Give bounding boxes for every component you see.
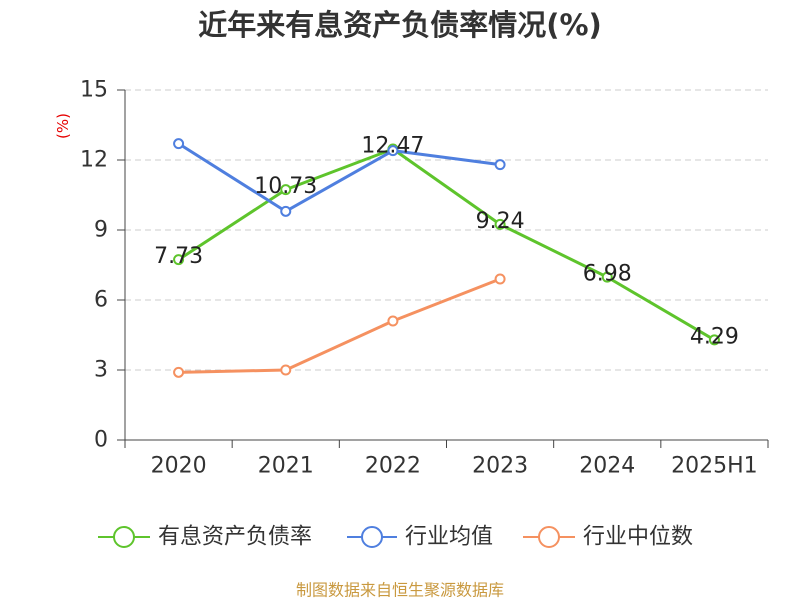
- source-note: 制图数据来自恒生聚源数据库: [296, 581, 504, 600]
- legend: 有息资产负债率 行业均值 行业中位数: [98, 525, 693, 550]
- x-tick-label: 2022: [365, 454, 421, 479]
- series-1-point-2025H1: [708, 334, 720, 346]
- legend-label: 有息资产负债率: [158, 525, 312, 550]
- series: [173, 138, 720, 378]
- data-label-2022: 12.47: [361, 134, 424, 159]
- series-3-point-2023: [494, 273, 506, 285]
- data-label-2024: 6.98: [583, 262, 632, 287]
- series-1-point-2020: [173, 254, 185, 266]
- y-tick-label: 15: [80, 78, 108, 103]
- y-tick-label: 9: [94, 218, 108, 243]
- chart-title: 近年来有息资产负债率情况(%): [198, 8, 602, 42]
- y-tick-label: 6: [94, 288, 108, 313]
- axes: 0 3 6 9 12 15 2020 2021 2022 2023 2024 2025H1: [80, 78, 769, 479]
- data-label-2023: 9.24: [476, 209, 525, 234]
- data-label-2025H1: 4.29: [690, 324, 739, 349]
- x-tick-label: 2024: [579, 454, 635, 479]
- legend-circle-icon: [538, 526, 560, 548]
- legend-item-industry-median[interactable]: 行业中位数: [523, 525, 693, 550]
- series-1-point-2021: [280, 184, 292, 196]
- x-tick-label: 2021: [258, 454, 314, 479]
- legend-item-interest-bearing-debt-ratio[interactable]: 有息资产负债率: [98, 525, 312, 550]
- data-label-2020: 7.73: [154, 244, 203, 269]
- series-2-point-2021: [280, 205, 292, 217]
- x-tick-label: 2023: [472, 454, 528, 479]
- legend-circle-icon: [361, 526, 383, 548]
- y-tick-label: 0: [94, 428, 108, 453]
- y-axis-label: (%): [54, 113, 72, 139]
- x-tick-label: 2020: [151, 454, 207, 479]
- series-2-point-2022: [387, 145, 399, 157]
- legend-circle-icon: [113, 526, 135, 548]
- series-2-line: [177, 142, 502, 213]
- legend-item-industry-average[interactable]: 行业均值: [347, 525, 493, 550]
- series-3-line: [177, 277, 502, 374]
- y-tick-label: 3: [94, 358, 108, 383]
- series-2-point-2020: [173, 138, 185, 150]
- series-3-point-2021: [280, 364, 292, 376]
- series-2-point-2023: [494, 159, 506, 171]
- y-tick-label: 12: [80, 148, 108, 173]
- data-label-2021: 10.73: [254, 174, 317, 199]
- series-3-point-2022: [387, 315, 399, 327]
- legend-label: 行业均值: [405, 525, 493, 550]
- x-tick-label: 2025H1: [671, 454, 758, 479]
- data-labels: 7.73 10.73 12.47 9.24 6.98 4.29: [154, 134, 739, 350]
- series-1-point-2024: [601, 271, 613, 283]
- legend-label: 行业中位数: [583, 525, 693, 550]
- series-3-point-2020: [173, 366, 185, 378]
- series-1-point-2023: [494, 218, 506, 230]
